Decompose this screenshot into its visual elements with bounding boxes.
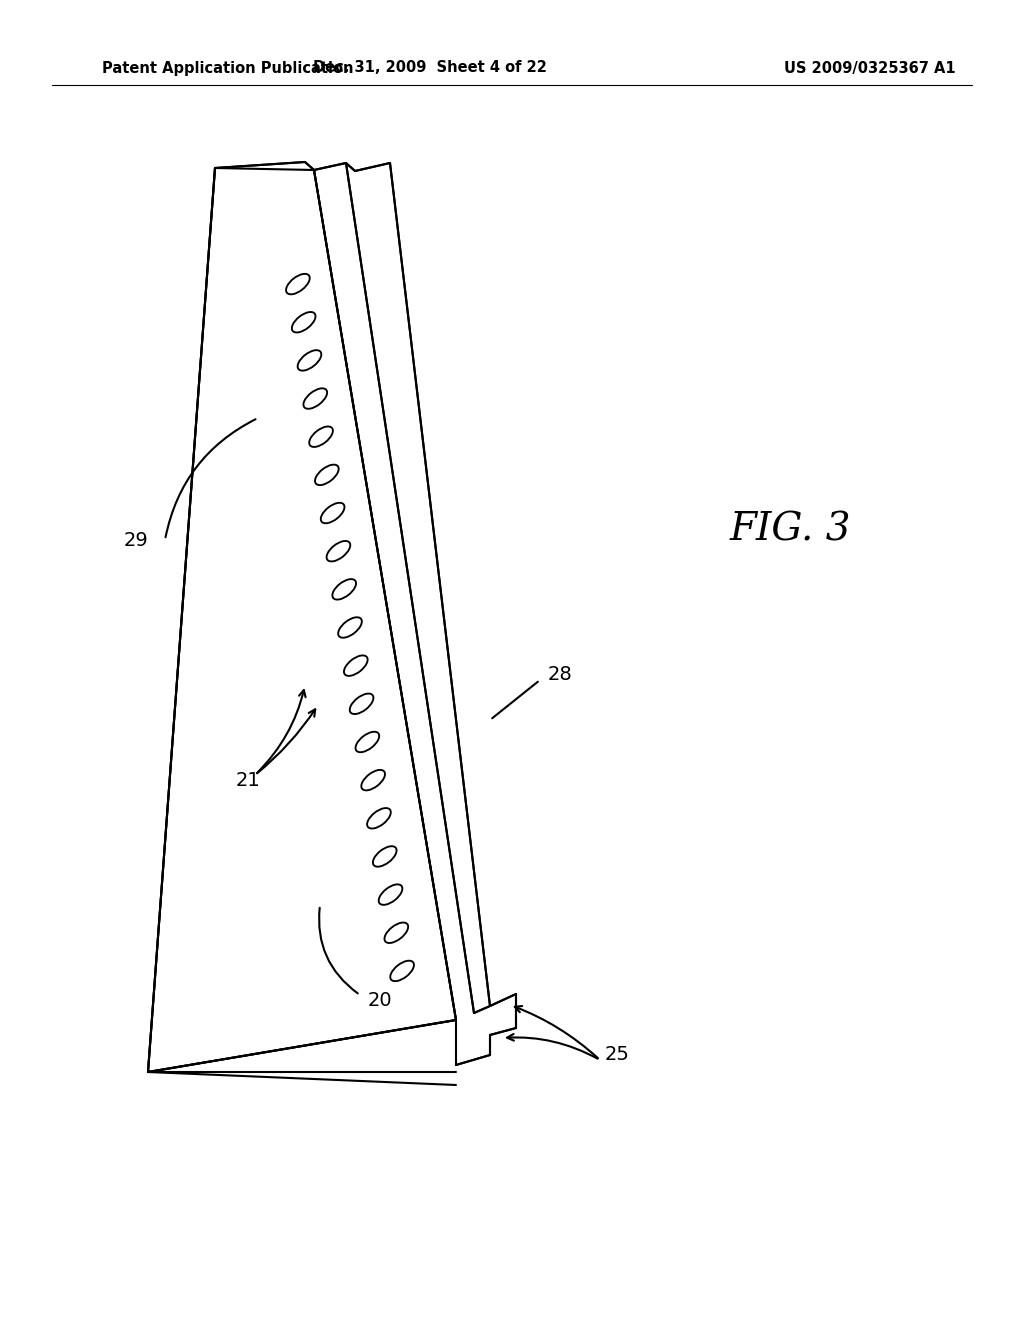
Ellipse shape — [321, 503, 344, 523]
Ellipse shape — [350, 693, 374, 714]
Text: 29: 29 — [123, 531, 148, 549]
Text: 20: 20 — [368, 990, 392, 1010]
Ellipse shape — [373, 846, 396, 867]
Ellipse shape — [355, 731, 379, 752]
Ellipse shape — [327, 541, 350, 561]
Ellipse shape — [367, 808, 391, 829]
Text: 28: 28 — [548, 665, 572, 685]
Ellipse shape — [338, 618, 361, 638]
Ellipse shape — [379, 884, 402, 904]
Ellipse shape — [344, 656, 368, 676]
Polygon shape — [346, 162, 490, 1012]
Text: 21: 21 — [236, 771, 260, 789]
Text: Patent Application Publication: Patent Application Publication — [102, 61, 353, 75]
Polygon shape — [346, 162, 490, 1012]
Ellipse shape — [361, 770, 385, 791]
Ellipse shape — [309, 426, 333, 447]
Text: FIG. 3: FIG. 3 — [729, 511, 851, 549]
Polygon shape — [314, 162, 490, 1012]
Ellipse shape — [333, 579, 356, 599]
Ellipse shape — [384, 923, 409, 942]
Polygon shape — [148, 168, 456, 1072]
Text: 25: 25 — [605, 1045, 630, 1064]
Ellipse shape — [292, 312, 315, 333]
Ellipse shape — [286, 273, 309, 294]
Ellipse shape — [315, 465, 339, 486]
Text: US 2009/0325367 A1: US 2009/0325367 A1 — [784, 61, 955, 75]
Text: Dec. 31, 2009  Sheet 4 of 22: Dec. 31, 2009 Sheet 4 of 22 — [313, 61, 547, 75]
Ellipse shape — [390, 961, 414, 981]
Ellipse shape — [298, 350, 322, 371]
Ellipse shape — [303, 388, 327, 409]
